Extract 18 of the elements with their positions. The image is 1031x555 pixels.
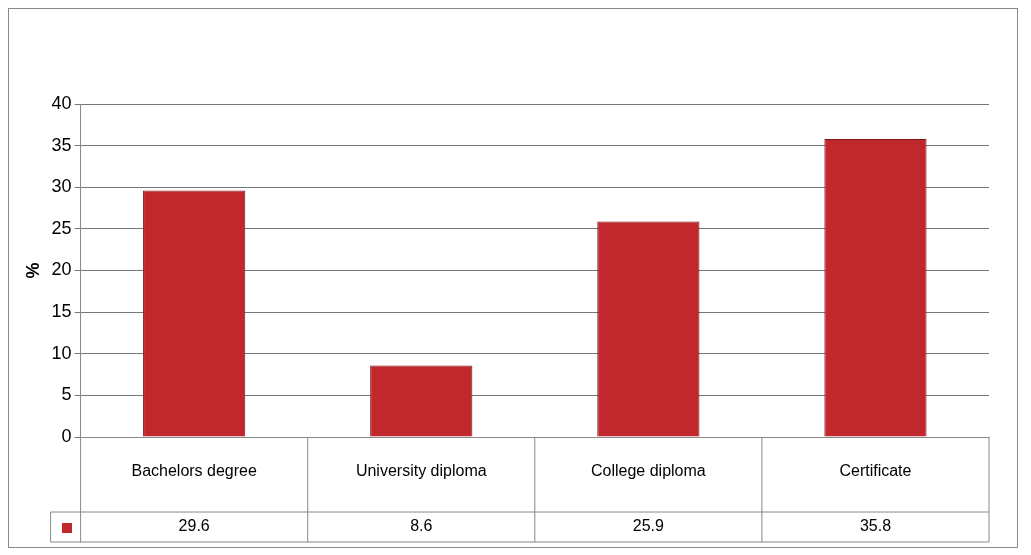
y-tick-label: 35	[51, 134, 72, 155]
x-tick-label: Certificate	[839, 462, 912, 480]
y-tick-label: 15	[51, 301, 72, 322]
y-axis-title: %	[22, 262, 43, 279]
data-label: 8.6	[410, 517, 433, 535]
y-tick-label: 25	[51, 217, 72, 238]
x-tick-label: College diploma	[590, 462, 706, 480]
data-label: 35.8	[859, 517, 892, 535]
x-tick-label: University diploma	[355, 462, 487, 480]
y-tick-label: 10	[51, 342, 72, 363]
y-tick-label: 5	[61, 384, 72, 405]
y-tick-label: 30	[51, 176, 72, 197]
y-tick-label: 0	[61, 425, 72, 446]
data-label: 29.6	[178, 517, 210, 535]
y-tick-label: 20	[51, 259, 72, 280]
y-tick-label: 40	[51, 92, 72, 113]
data-label: 25.9	[632, 517, 665, 535]
x-tick-label: Bachelors degree	[131, 462, 257, 480]
